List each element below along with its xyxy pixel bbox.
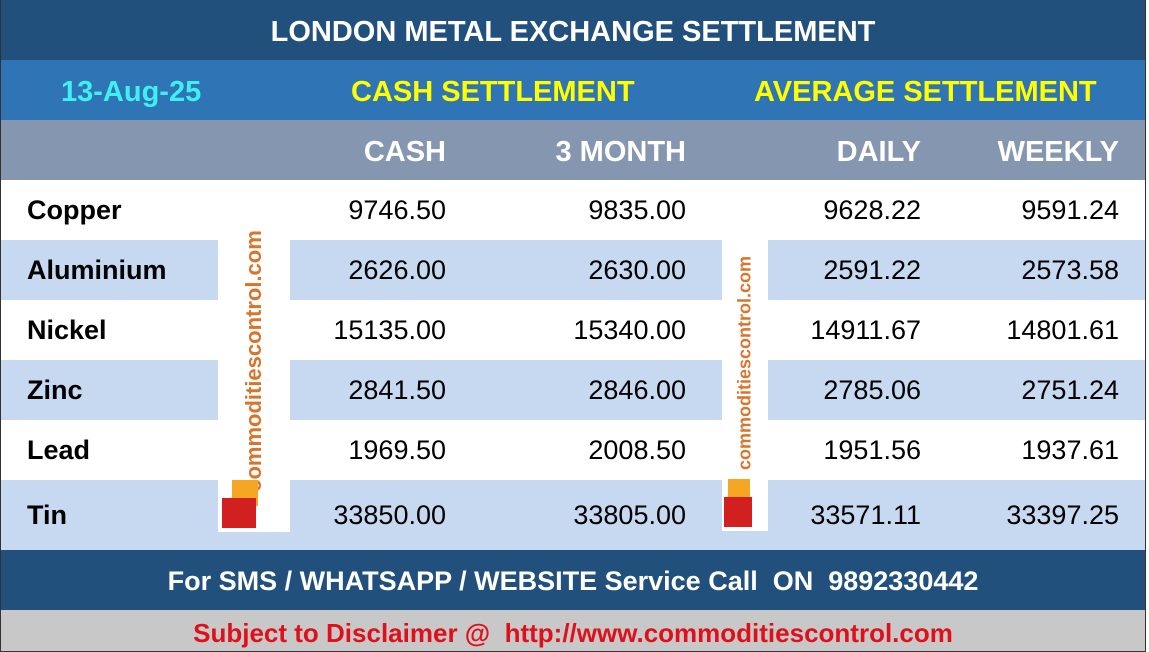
price: 15340.00 <box>573 315 686 345</box>
price: 9628.22 <box>823 195 921 225</box>
price: 1951.56 <box>823 435 921 465</box>
cash-settlement: CASH SETTLEMENT <box>351 76 635 108</box>
column-header: 3 MONTH <box>555 136 687 168</box>
price: 14801.61 <box>1006 315 1119 345</box>
price: 9591.24 <box>1021 195 1119 225</box>
metal-name: Tin <box>27 500 67 530</box>
metal-name: Aluminium <box>27 255 167 285</box>
date: 13-Aug-25 <box>61 76 202 108</box>
metal-name: Zinc <box>27 375 83 405</box>
watermark-text: commoditiescontrol.com <box>241 230 266 492</box>
price: 2591.22 <box>823 255 921 285</box>
price: 1969.50 <box>348 435 446 465</box>
price: 2841.50 <box>348 375 446 405</box>
price: 2573.58 <box>1021 255 1119 285</box>
table-row: Tin 33850.00 33805.00 33571.11 33397.25 <box>0 480 1146 550</box>
price: 9835.00 <box>588 195 686 225</box>
price: 2846.00 <box>588 375 686 405</box>
column-header-band: CASH 3 MONTH DAILY WEEKLY <box>0 120 1146 180</box>
average-settlement: AVERAGE SETTLEMENT <box>754 76 1097 108</box>
price: 2008.50 <box>588 435 686 465</box>
price: 33397.25 <box>1006 500 1119 530</box>
metal-name: Nickel <box>27 315 107 345</box>
price: 2630.00 <box>588 255 686 285</box>
column-header: CASH <box>363 136 446 168</box>
price: 9746.50 <box>348 195 446 225</box>
column-header: DAILY <box>836 136 921 168</box>
table-row: Zinc 2841.50 2846.00 2785.06 2751.24 <box>0 360 1146 420</box>
table-row: Copper 9746.50 9835.00 9628.22 9591.24 <box>0 180 1146 240</box>
metal-name: Lead <box>27 435 91 465</box>
watermark: commoditiescontrol.com <box>722 195 768 531</box>
subheader-band: 13-Aug-25 CASH SETTLEMENT AVERAGE SETTLE… <box>0 60 1146 120</box>
table-row: Aluminium 2626.00 2630.00 2591.22 2573.58 <box>0 240 1146 300</box>
title: LONDON METAL EXCHANGE SETTLEMENT <box>270 16 876 48</box>
title-band: LONDON METAL EXCHANGE SETTLEMENT <box>0 0 1146 60</box>
service-line: For SMS / WHATSAPP / WEBSITE Service Cal… <box>167 566 979 596</box>
price: 14911.67 <box>810 315 921 345</box>
column-header: WEEKLY <box>997 136 1119 168</box>
table-row: Nickel 15135.00 15340.00 14911.67 14801.61 <box>0 300 1146 360</box>
price: 2751.24 <box>1021 375 1119 405</box>
price: 33571.11 <box>810 500 921 530</box>
table-row: Lead 1969.50 2008.50 1951.56 1937.61 <box>0 420 1146 480</box>
footer-band: For SMS / WHATSAPP / WEBSITE Service Cal… <box>0 550 1146 610</box>
watermark-text: commoditiescontrol.com <box>734 255 755 471</box>
price: 2785.06 <box>823 375 921 405</box>
price: 1937.61 <box>1021 435 1119 465</box>
price: 33850.00 <box>333 500 446 530</box>
price: 33805.00 <box>573 500 686 530</box>
metal-name: Copper <box>27 195 122 225</box>
watermark: commoditiescontrol.com <box>218 190 290 532</box>
disclaimer-band: Subject to Disclaimer @ http://www.commo… <box>0 610 1146 652</box>
disclaimer: Subject to Disclaimer @ http://www.commo… <box>193 618 953 648</box>
price: 15135.00 <box>333 315 446 345</box>
price: 2626.00 <box>348 255 446 285</box>
